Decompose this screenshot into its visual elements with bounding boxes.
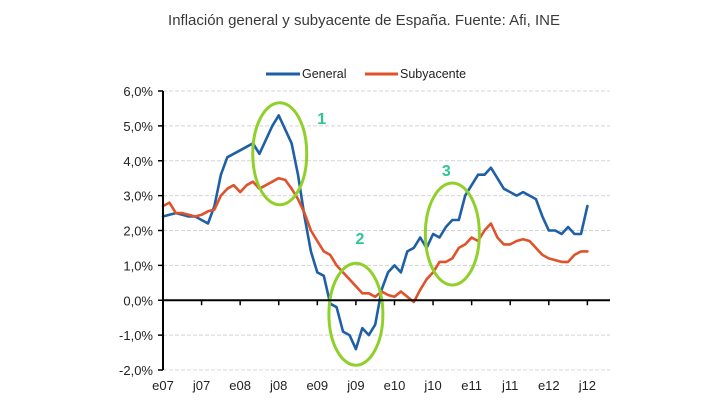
x-tick-label: e11 <box>461 378 482 393</box>
x-tick-label: j11 <box>501 378 518 393</box>
x-tick-label: e07 <box>152 378 174 393</box>
annotation-label-3: 3 <box>442 163 451 180</box>
legend-label-subyacente: Subyacente <box>400 67 466 81</box>
y-tick-label: 4,0% <box>123 154 153 169</box>
y-tick-label: 1,0% <box>123 258 153 273</box>
y-tick-label: 2,0% <box>123 224 153 239</box>
annotation-ellipse-1 <box>251 101 309 207</box>
legend: General Subyacente <box>266 67 466 81</box>
x-tick-label: e12 <box>538 378 560 393</box>
annotation-ellipse-3 <box>423 181 481 287</box>
x-tick-label: e10 <box>384 378 406 393</box>
series-line-general <box>161 114 589 351</box>
y-tick-label: 0,0% <box>123 293 153 308</box>
annotation-ellipse-2 <box>327 261 385 367</box>
x-axis-ticks: e07 j07 e08 j08 e09 j09 e10 j10 e11 j11 e12 j12 <box>152 300 596 393</box>
legend-label-general: General <box>302 67 346 81</box>
y-tick-label: -1,0% <box>119 328 153 343</box>
series-line-subyacente <box>161 176 589 304</box>
y-tick-label: 3,0% <box>123 189 153 204</box>
x-tick-label: j09 <box>346 378 364 393</box>
axes <box>162 91 610 370</box>
x-tick-label: j07 <box>192 378 210 393</box>
annotations: 1 2 3 <box>251 101 481 367</box>
x-tick-label: e08 <box>229 378 251 393</box>
chart-title: Inflación general y subyacente de España… <box>168 12 560 29</box>
x-tick-label: j10 <box>423 378 441 393</box>
series-lines <box>161 114 589 351</box>
annotation-label-2: 2 <box>355 231 364 248</box>
gridlines <box>163 90 610 371</box>
y-tick-label: -2,0% <box>119 363 153 378</box>
y-tick-label: 5,0% <box>123 119 153 134</box>
x-tick-label: e09 <box>306 378 328 393</box>
x-tick-label: j08 <box>269 378 287 393</box>
y-tick-label: 6,0% <box>123 84 153 99</box>
annotation-label-1: 1 <box>317 111 326 128</box>
x-tick-label: j12 <box>578 378 596 393</box>
y-axis-ticks: 6,0% 5,0% 4,0% 3,0% 2,0% 1,0% 0,0% -1,0% -2,0% <box>119 84 163 378</box>
